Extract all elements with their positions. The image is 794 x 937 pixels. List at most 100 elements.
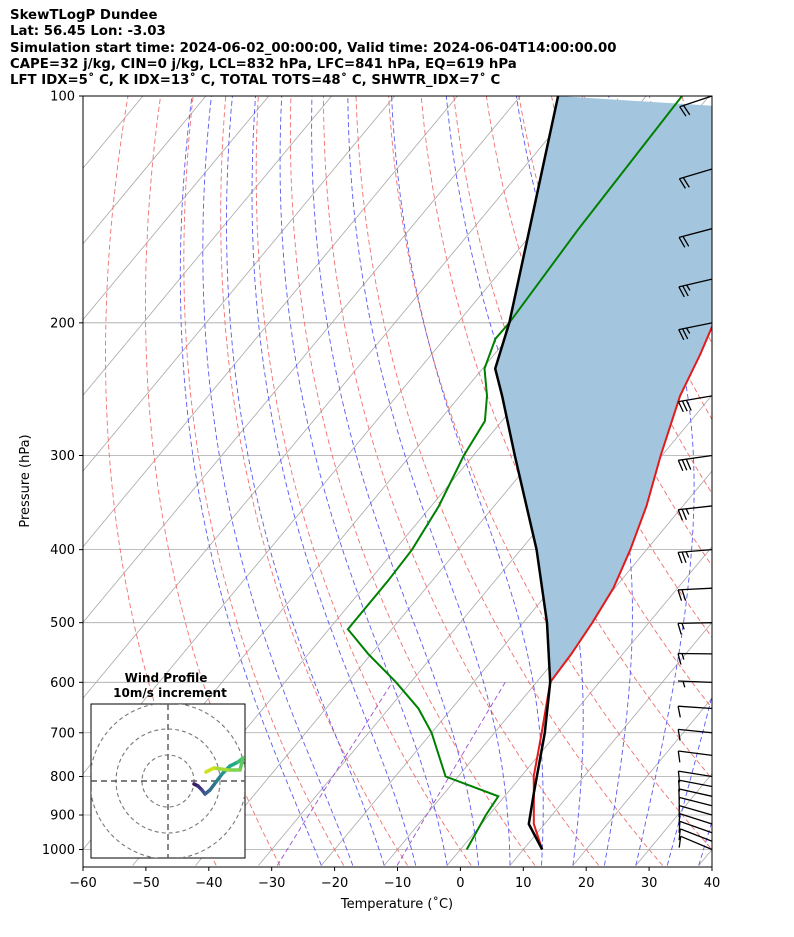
dry-adiabat — [255, 96, 472, 866]
y-axis-label: Pressure (hPa) — [18, 434, 33, 527]
isotherm — [698, 848, 712, 866]
x-tick-label: −50 — [132, 876, 159, 891]
y-tick-label: 600 — [50, 676, 75, 691]
wind-barb — [678, 168, 713, 189]
time-line: Simulation start time: 2024-06-02_00:00:… — [10, 40, 617, 56]
wind-barb — [678, 820, 713, 834]
isotherm — [83, 96, 207, 245]
wind-barb — [677, 652, 713, 665]
wind-barb — [678, 228, 713, 248]
wind-barb — [677, 680, 713, 688]
y-tick-label: 1000 — [42, 843, 75, 858]
dry-adiabat — [780, 96, 794, 866]
hodograph-rings — [91, 704, 245, 858]
x-tick-label: −40 — [195, 876, 222, 891]
isotherm — [0, 96, 80, 865]
dry-adiabat — [355, 96, 663, 866]
wind-barb — [678, 835, 713, 851]
temperature-line — [532, 324, 712, 850]
chart-header: SkewTLogP Dundee Lat: 56.45 Lon: -3.03 S… — [10, 8, 617, 89]
dry-adiabat — [145, 96, 281, 866]
isotherm — [83, 96, 270, 321]
y-axis-ticks: 1000 900 800 700 600 500 400 300 200 100 — [42, 90, 83, 858]
hodograph-trace — [204, 766, 216, 774]
wind-barb — [678, 278, 713, 298]
wind-barb — [677, 505, 713, 521]
wind-barb — [677, 705, 713, 718]
x-tick-label: 10 — [515, 876, 532, 891]
moist-adiabat — [226, 96, 385, 866]
dry-adiabat — [183, 96, 345, 866]
moist-adiabat — [347, 96, 511, 866]
isotherm — [83, 96, 395, 472]
wind-barbs — [677, 95, 713, 851]
mixing-ratio-line — [396, 682, 506, 866]
moist-adiabat — [698, 819, 712, 866]
y-tick-label: 200 — [50, 316, 75, 331]
y-tick-label: 300 — [50, 449, 75, 464]
profile-lines — [346, 96, 712, 851]
wind-barb — [677, 770, 713, 783]
x-tick-label: 20 — [578, 876, 595, 891]
x-axis-ticks: −60 −50 −40 −30 −20 −10 0 10 20 30 40 — [69, 867, 720, 891]
moist-adiabat — [279, 96, 448, 866]
hodograph-trace — [238, 756, 245, 772]
y-tick-label: 900 — [50, 809, 75, 824]
hodograph: Wind Profile 10m/s increment — [90, 671, 246, 859]
wind-barb — [677, 395, 713, 413]
moist-adiabat — [202, 96, 354, 866]
isotherm — [509, 621, 712, 866]
hodograph-title: Wind Profile — [125, 671, 208, 685]
wind-barb — [678, 828, 713, 842]
y-tick-label: 400 — [50, 543, 75, 558]
x-axis-label: Temperature (˚C) — [340, 896, 453, 912]
x-tick-label: −10 — [384, 876, 411, 891]
moist-adiabat — [251, 96, 417, 866]
cape-area — [495, 96, 712, 693]
x-tick-label: 40 — [704, 876, 721, 891]
dry-adiabat — [388, 96, 712, 851]
isotherm — [83, 96, 584, 699]
wind-barb — [677, 728, 713, 741]
cape-line: CAPE=32 j/kg, CIN=0 j/kg, LCL=832 hPa, L… — [10, 56, 517, 72]
hodograph-trace — [212, 766, 230, 772]
x-tick-label: −60 — [69, 876, 96, 891]
wind-barb — [679, 95, 713, 117]
y-tick-label: 700 — [50, 726, 75, 741]
isotherm — [83, 96, 458, 548]
wind-barb — [677, 622, 713, 635]
hodograph-subtitle: 10m/s increment — [113, 686, 227, 700]
isotherm — [83, 96, 521, 624]
wind-barb — [677, 587, 713, 601]
mixing-ratio-line — [276, 682, 393, 866]
x-tick-label: 0 — [456, 876, 464, 891]
moist-adiabat — [391, 96, 544, 866]
parcel-line — [493, 96, 560, 851]
wind-barb — [677, 779, 713, 792]
location-line: Lat: 56.45 Lon: -3.03 — [10, 24, 166, 40]
y-tick-label: 100 — [50, 90, 75, 105]
wind-barb — [677, 549, 713, 564]
index-line: LFT IDX=5˚ C, K IDX=13˚ C, TOTAL TOTS=48… — [10, 73, 501, 89]
moist-adiabat — [179, 96, 322, 866]
isotherm — [83, 96, 332, 396]
chart-title: SkewTLogP Dundee — [10, 8, 158, 23]
dry-adiabat — [714, 96, 794, 866]
wind-barb — [677, 750, 713, 763]
dry-adiabat — [289, 96, 536, 866]
isotherm — [446, 546, 712, 866]
dewpoint-line — [346, 96, 683, 850]
y-tick-label: 800 — [50, 770, 75, 785]
y-tick-label: 500 — [50, 616, 75, 631]
dry-adiabat — [323, 96, 600, 866]
dry-adiabat — [220, 96, 408, 866]
dry-adiabat — [747, 96, 794, 866]
x-tick-label: −20 — [321, 876, 348, 891]
x-tick-label: −30 — [258, 876, 285, 891]
wind-barb — [678, 322, 713, 341]
wind-barb — [677, 454, 713, 472]
x-tick-label: 30 — [641, 876, 658, 891]
cape-fill — [495, 96, 712, 693]
moist-adiabat — [311, 96, 480, 866]
